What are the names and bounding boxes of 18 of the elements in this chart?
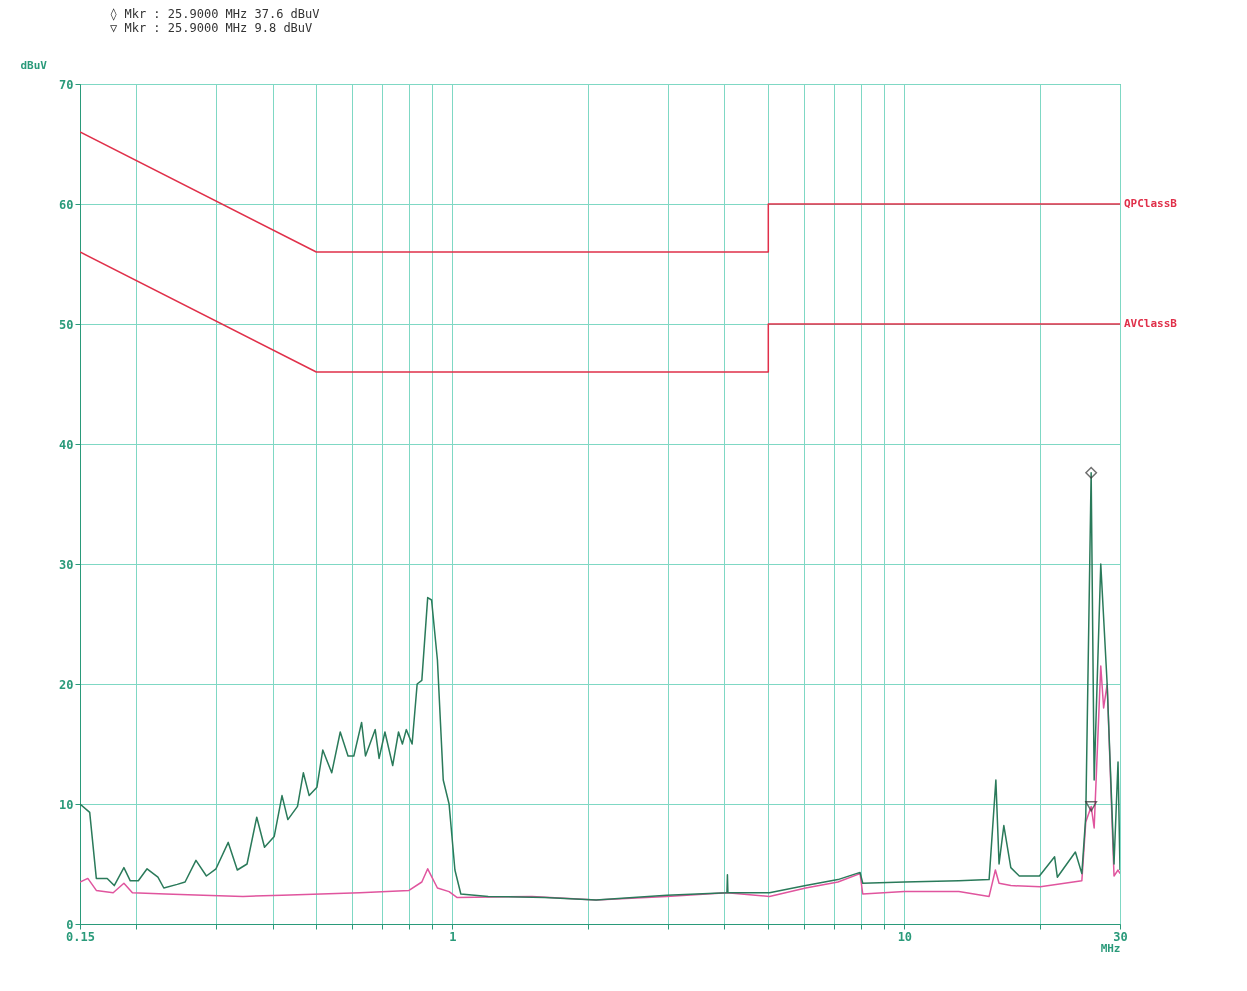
x-tick-label: 10 bbox=[897, 929, 913, 944]
y-tick-label: 30 bbox=[59, 557, 74, 572]
y-tick-label: 40 bbox=[59, 437, 74, 452]
x-tick-label: 30 bbox=[1113, 929, 1128, 944]
y-tick-label: 70 bbox=[59, 77, 74, 92]
y-tick-label: 20 bbox=[59, 677, 74, 692]
y-axis-title: dBuV bbox=[20, 58, 48, 72]
x-tick-label: 1 bbox=[449, 929, 457, 944]
y-tick-label: 0 bbox=[66, 917, 74, 932]
x-tick-label: 0.15 bbox=[66, 929, 95, 944]
series-label: QPClassB bbox=[1124, 197, 1178, 210]
text: ▽ Mkr : 25.9000 MHz 9.8 dBuV bbox=[110, 21, 313, 35]
y-tick-label: 10 bbox=[59, 797, 74, 812]
text: ◊ Mkr : 25.9000 MHz 37.6 dBuV bbox=[110, 7, 320, 21]
y-tick-label: 60 bbox=[59, 197, 74, 212]
x-axis-title: MHz bbox=[1100, 941, 1121, 955]
series-label: AVClassB bbox=[1124, 317, 1178, 330]
y-tick-label: 50 bbox=[59, 317, 74, 332]
